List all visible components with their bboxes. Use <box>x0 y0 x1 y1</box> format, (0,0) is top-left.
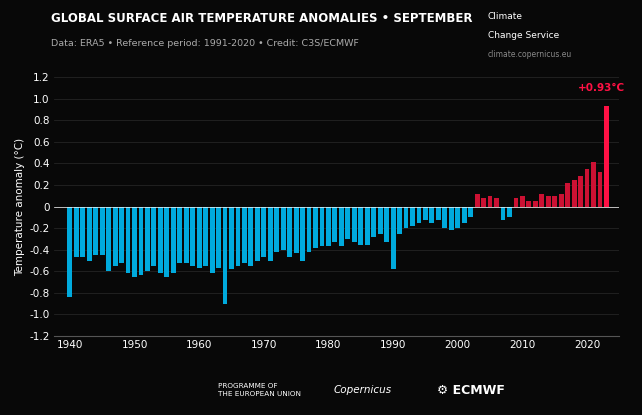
Bar <box>578 176 583 207</box>
Bar <box>345 207 351 239</box>
Bar <box>320 207 324 247</box>
Bar <box>559 194 564 207</box>
Text: +0.93°C: +0.93°C <box>578 83 625 93</box>
Bar <box>223 207 227 304</box>
Bar <box>106 207 111 271</box>
Bar <box>494 198 499 207</box>
Bar <box>417 207 421 223</box>
Bar <box>236 207 240 266</box>
Bar <box>204 207 208 266</box>
Bar <box>100 207 105 255</box>
Bar <box>474 194 480 207</box>
Text: PROGRAMME OF
THE EUROPEAN UNION: PROGRAMME OF THE EUROPEAN UNION <box>218 383 301 397</box>
Bar <box>177 207 182 263</box>
Bar <box>352 207 357 242</box>
Bar <box>533 201 538 207</box>
Bar <box>93 207 98 255</box>
Bar <box>436 207 441 220</box>
Bar <box>242 207 247 263</box>
Bar <box>184 207 189 263</box>
Bar <box>488 196 492 207</box>
Bar <box>80 207 85 257</box>
Bar <box>300 207 305 261</box>
Bar <box>274 207 279 252</box>
Bar <box>190 207 195 266</box>
Bar <box>293 207 299 253</box>
Bar <box>158 207 163 273</box>
Bar <box>410 207 415 226</box>
Bar <box>145 207 150 271</box>
Bar <box>501 207 505 220</box>
Bar <box>74 207 79 257</box>
Text: Data: ERA5 • Reference period: 1991-2020 • Credit: C3S/ECMWF: Data: ERA5 • Reference period: 1991-2020… <box>51 39 360 49</box>
Bar <box>307 207 311 252</box>
Bar <box>119 207 124 263</box>
Bar <box>365 207 370 245</box>
Bar <box>210 207 214 273</box>
Bar <box>462 207 467 223</box>
Bar <box>326 207 331 247</box>
Bar <box>552 196 557 207</box>
Bar <box>585 169 589 207</box>
Bar <box>539 194 544 207</box>
Bar <box>87 207 92 261</box>
Bar <box>67 207 73 297</box>
Bar <box>404 207 408 228</box>
Bar <box>216 207 221 268</box>
Bar <box>546 196 551 207</box>
Bar <box>384 207 389 242</box>
Bar <box>571 180 577 207</box>
Bar <box>113 207 117 266</box>
Bar <box>565 183 570 207</box>
Bar <box>377 207 383 234</box>
Bar <box>164 207 169 277</box>
Bar <box>371 207 376 237</box>
Bar <box>229 207 234 269</box>
Text: Climate: Climate <box>488 12 523 22</box>
Bar <box>313 207 318 248</box>
Text: climate.copernicus.eu: climate.copernicus.eu <box>488 50 572 59</box>
Bar <box>514 198 518 207</box>
Bar <box>397 207 402 234</box>
Bar <box>152 207 157 266</box>
Bar <box>455 207 460 228</box>
Bar <box>248 207 254 266</box>
Bar <box>132 207 137 277</box>
Bar <box>391 207 395 269</box>
Bar <box>442 207 447 228</box>
Bar <box>520 196 525 207</box>
Bar <box>268 207 273 261</box>
Bar <box>126 207 130 273</box>
Bar <box>507 207 512 217</box>
Bar <box>139 207 143 275</box>
Bar <box>598 172 602 207</box>
Text: Change Service: Change Service <box>488 31 559 40</box>
Bar <box>358 207 363 245</box>
Bar <box>255 207 260 261</box>
Bar <box>449 207 454 230</box>
Bar <box>481 198 486 207</box>
Text: ⚙ ECMWF: ⚙ ECMWF <box>437 383 505 397</box>
Bar <box>429 207 434 223</box>
Bar <box>339 207 344 247</box>
Bar <box>171 207 176 273</box>
Bar <box>604 106 609 207</box>
Bar <box>196 207 202 268</box>
Text: GLOBAL SURFACE AIR TEMPERATURE ANOMALIES • SEPTEMBER: GLOBAL SURFACE AIR TEMPERATURE ANOMALIES… <box>51 12 473 25</box>
Bar <box>287 207 292 257</box>
Bar <box>468 207 473 217</box>
Bar <box>261 207 266 257</box>
Bar <box>333 207 337 242</box>
Bar <box>526 201 532 207</box>
Bar <box>281 207 286 250</box>
Y-axis label: Temperature anomaly (°C): Temperature anomaly (°C) <box>15 137 25 276</box>
Text: Copernicus: Copernicus <box>334 385 392 395</box>
Bar <box>591 162 596 207</box>
Bar <box>423 207 428 220</box>
